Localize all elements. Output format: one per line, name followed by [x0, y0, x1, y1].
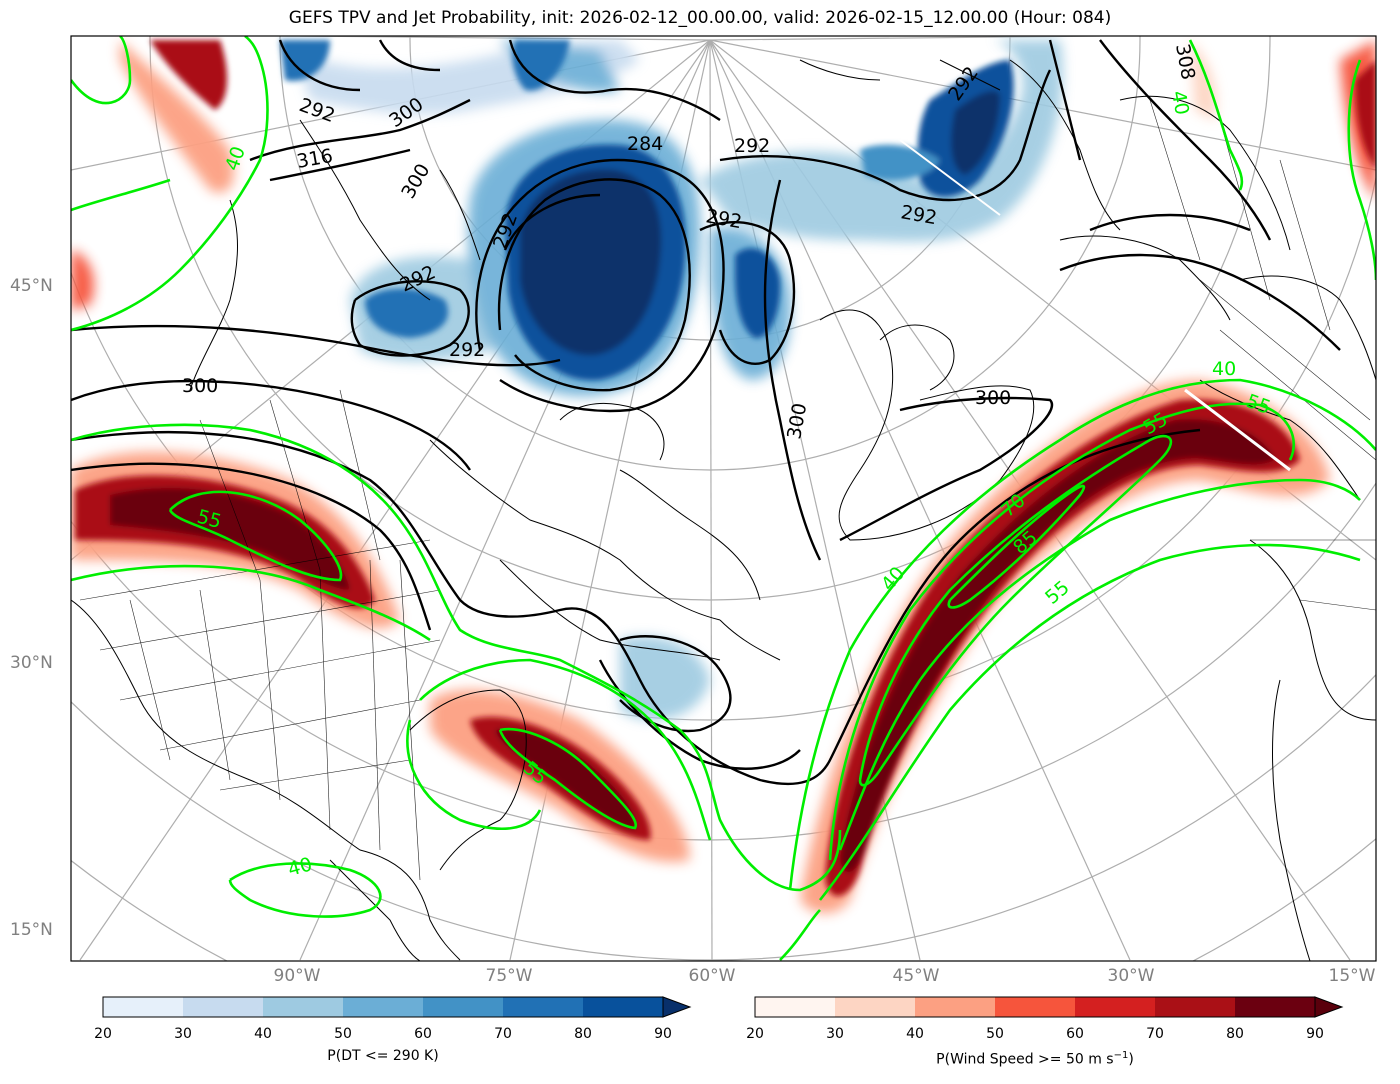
dt-colorbar-tick-label: 90: [654, 1026, 672, 1042]
wind-colorbar-tick-label: 20: [746, 1026, 764, 1042]
wind-colorbar-title-exponent: −1: [1113, 1050, 1129, 1061]
wind-colorbar-tick-label: 30: [826, 1026, 844, 1042]
dt-colorbar-tick-label: 80: [574, 1026, 592, 1042]
lon-label-90w: 90°W: [273, 966, 321, 986]
dt-colorbar-segment: [343, 997, 424, 1017]
dt-colorbar-tick-label: 50: [334, 1026, 352, 1042]
dt-colorbar-tick-label: 20: [94, 1026, 112, 1042]
dt-contour-label: 300: [975, 387, 1011, 409]
dt-colorbar-segment: [583, 997, 664, 1017]
dt-colorbar-segment: [183, 997, 264, 1017]
dt-colorbar-title: P(DT <= 290 K): [327, 1048, 439, 1064]
lon-label-45w: 45°W: [892, 966, 940, 986]
dt-colorbar-segment: [263, 997, 344, 1017]
coastlines: [71, 59, 1376, 961]
dt-contours: [71, 39, 1341, 786]
lat-label-45n: 45°N: [10, 276, 53, 296]
wind-colorbar: [754, 996, 1344, 1018]
wind-colorbar-segment: [1155, 997, 1236, 1017]
wind-colorbar-segment: [835, 997, 916, 1017]
map-title: GEFS TPV and Jet Probability, init: 2026…: [288, 8, 1112, 28]
wind-colorbar-tick-label: 70: [1146, 1026, 1164, 1042]
jet-contour-label: 40: [1167, 89, 1193, 117]
map-frame: [70, 35, 1377, 962]
dt-contour-label: 292: [449, 339, 485, 361]
jet-contour-label: 40: [1212, 358, 1236, 380]
dt-colorbar-tick-label: 70: [494, 1026, 512, 1042]
dt-colorbar-segment: [503, 997, 584, 1017]
jet-probability-shading: [71, 40, 1376, 914]
lat-label-15n: 15°N: [10, 920, 53, 940]
dt-colorbar-tick-label: 30: [174, 1026, 192, 1042]
dt-colorbar-segment: [103, 997, 184, 1017]
dt-probability-shading: [280, 40, 1063, 720]
wind-colorbar-tick-label: 60: [1066, 1026, 1084, 1042]
dt-colorbar-tick-label: 40: [254, 1026, 272, 1042]
dt-colorbar-extend: [663, 997, 690, 1017]
wind-colorbar-title-text: P(Wind Speed >= 50 m s: [936, 1051, 1114, 1068]
wind-colorbar-tick-label: 80: [1226, 1026, 1244, 1042]
wind-colorbar-segment: [755, 997, 836, 1017]
wind-colorbar-segment: [995, 997, 1076, 1017]
wind-colorbar-extend: [1315, 997, 1342, 1017]
wind-colorbar-title: P(Wind Speed >= 50 m s−1): [936, 1050, 1134, 1068]
dt-contour-label: 300: [182, 375, 218, 397]
wind-colorbar-tick-label: 40: [906, 1026, 924, 1042]
wind-colorbar-segment: [1235, 997, 1316, 1017]
lon-label-75w: 75°W: [485, 966, 533, 986]
dt-contour-label: 292: [734, 135, 770, 157]
lon-label-60w: 60°W: [688, 966, 736, 986]
wind-colorbar-tick-label: 90: [1306, 1026, 1324, 1042]
lat-label-30n: 30°N: [10, 653, 53, 673]
dt-colorbar: [102, 996, 692, 1018]
lon-label-15w: 15°W: [1328, 966, 1376, 986]
dt-contour-label: 284: [627, 133, 663, 155]
wind-colorbar-segment: [915, 997, 996, 1017]
dt-colorbar-tick-label: 60: [414, 1026, 432, 1042]
wind-colorbar-segment: [1075, 997, 1156, 1017]
dt-colorbar-segment: [423, 997, 504, 1017]
jet-contours: [71, 36, 1376, 961]
wind-colorbar-tick-label: 50: [986, 1026, 1004, 1042]
lon-label-30w: 30°W: [1107, 966, 1155, 986]
wind-colorbar-title-tail: ): [1128, 1051, 1134, 1068]
